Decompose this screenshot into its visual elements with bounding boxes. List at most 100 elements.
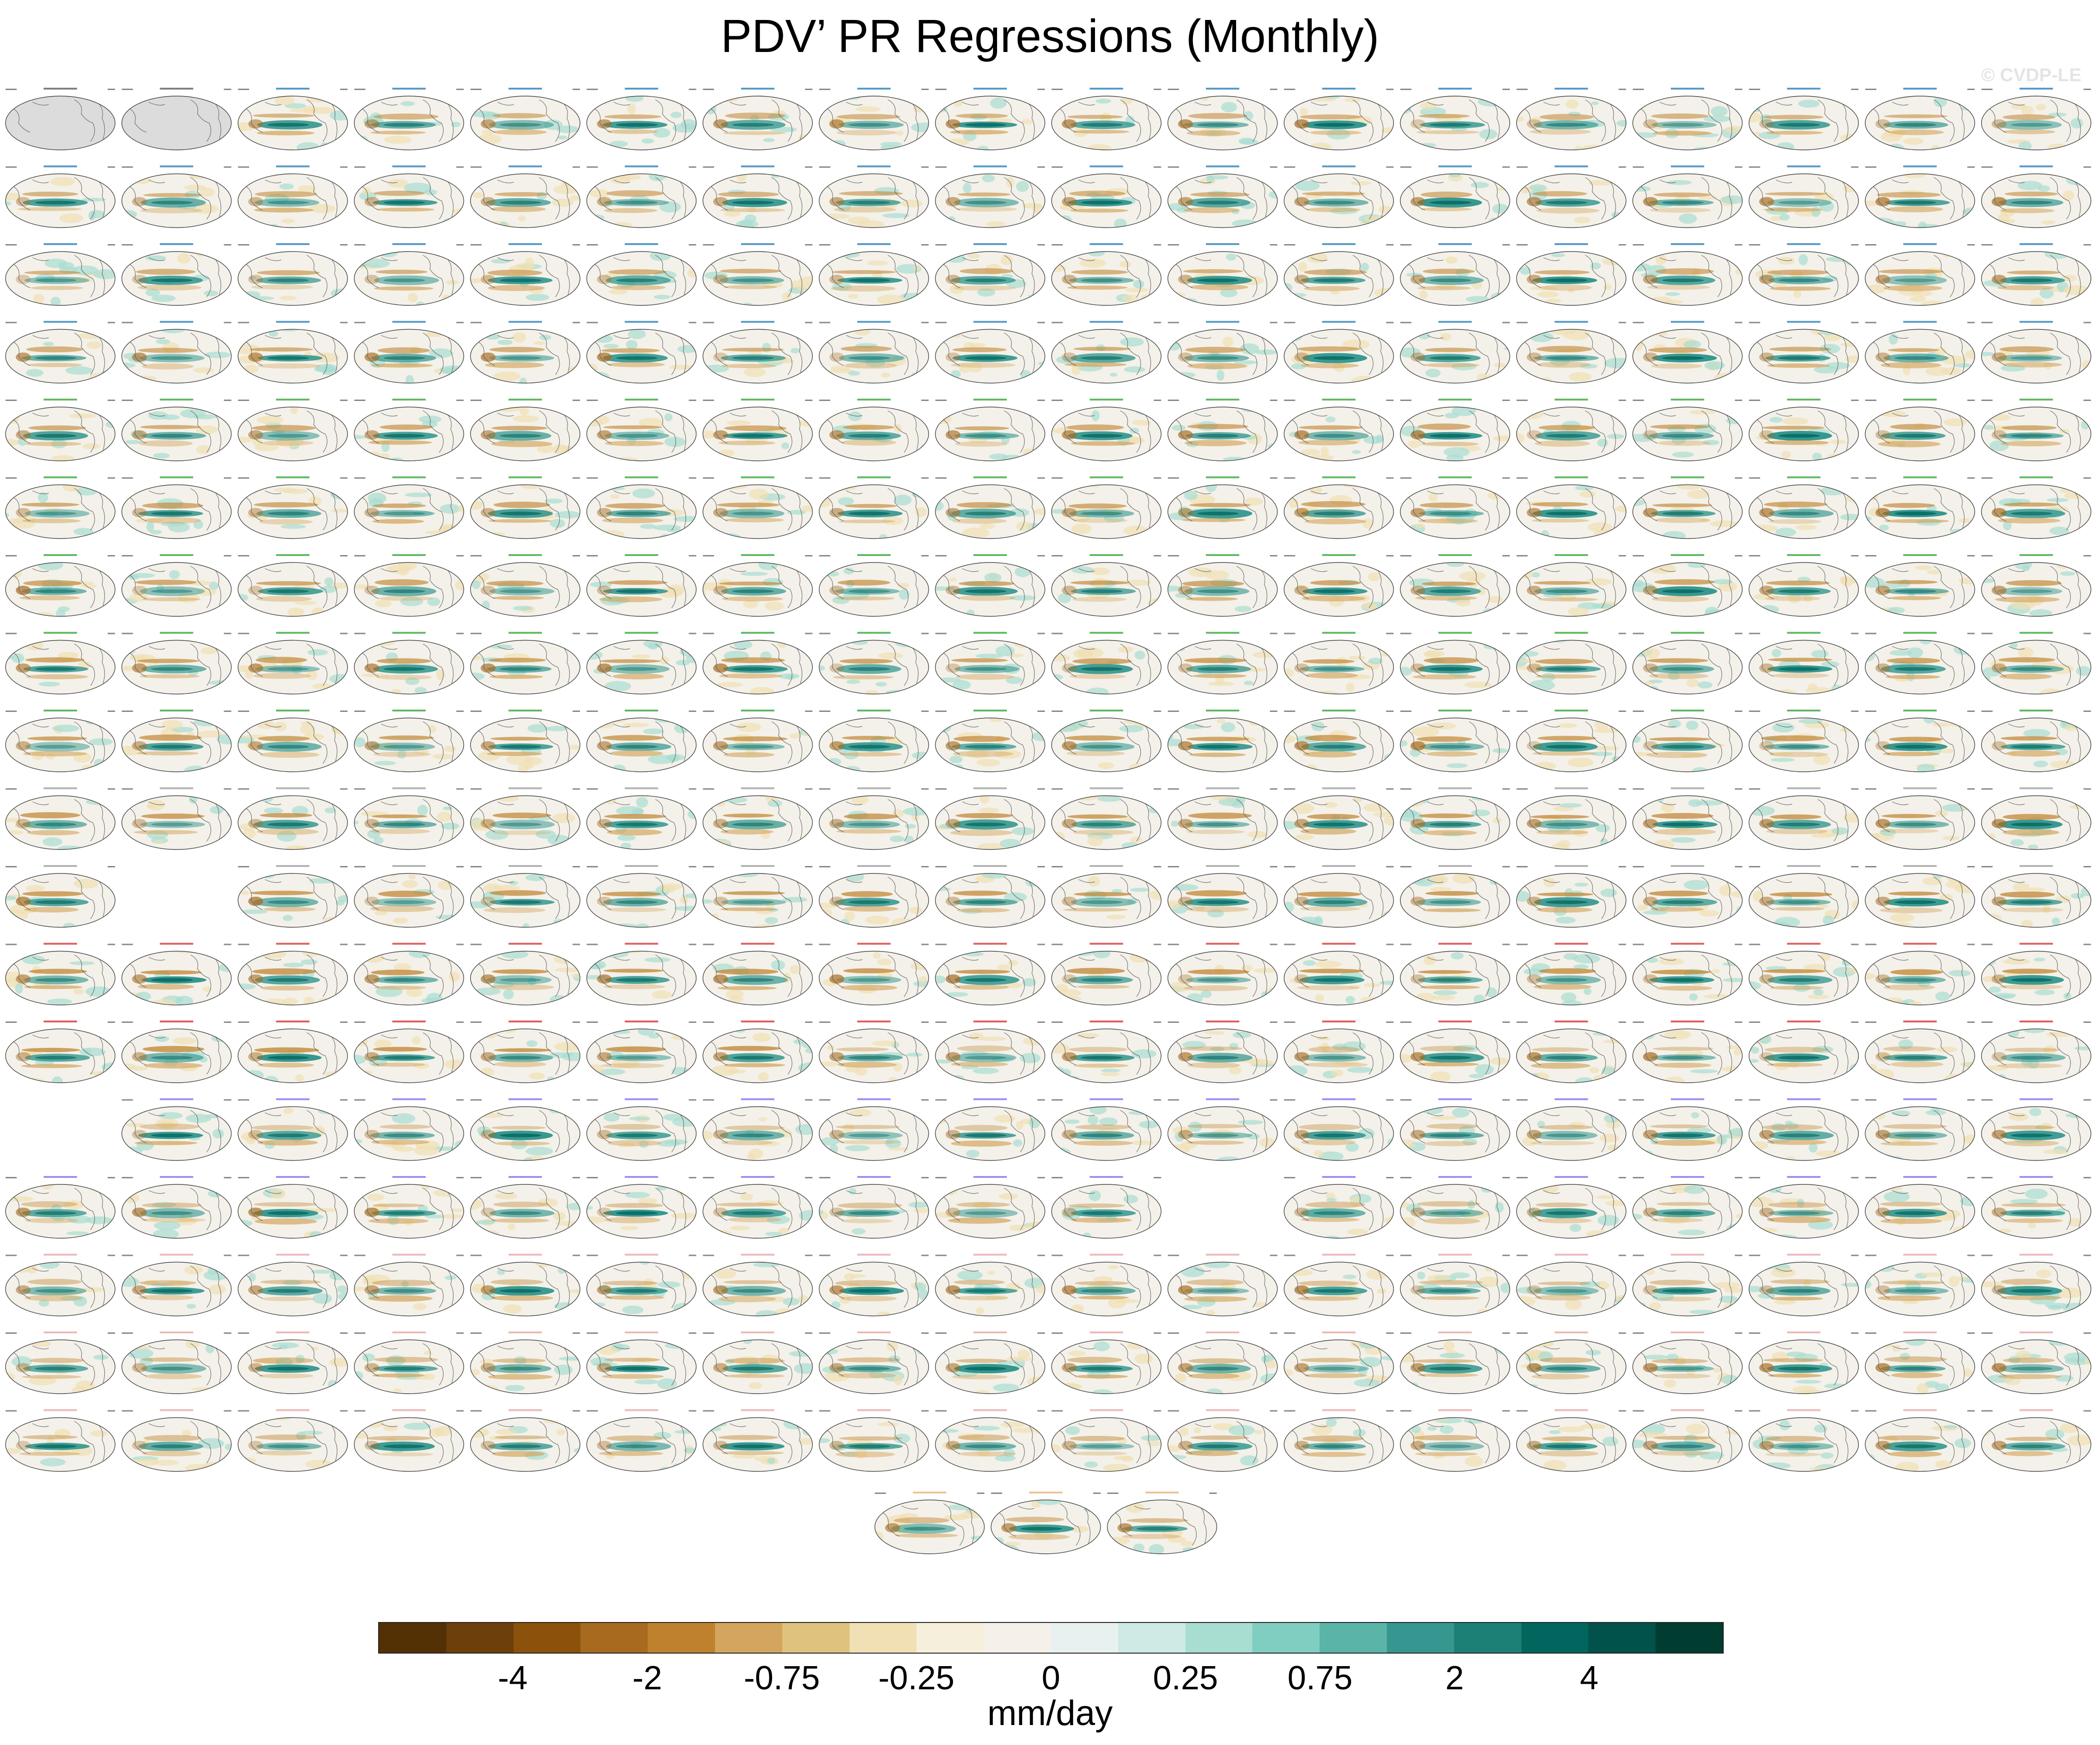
pacific-wet-tongue (370, 510, 435, 517)
map-outline (121, 640, 232, 695)
anomaly-blob (680, 119, 696, 130)
panel-period-label (703, 1021, 714, 1023)
anomaly-blob (1479, 129, 1498, 140)
maritime-dry-patch (248, 119, 263, 129)
coastline (362, 177, 454, 220)
anomaly-blob (1579, 491, 1596, 498)
coastline (1641, 410, 1733, 453)
anomaly-blob (1022, 407, 1045, 412)
anomaly-blob (477, 798, 495, 802)
pacific-wet-core (1430, 356, 1471, 360)
pacific-wet-core (1197, 356, 1239, 360)
anomaly-blob (65, 366, 93, 375)
anomaly-blob (843, 96, 861, 100)
panel-title (1206, 243, 1239, 245)
panel-period-label (122, 400, 133, 401)
anomaly-blob (865, 916, 890, 924)
anomaly-blob (894, 640, 918, 647)
map-panel (1516, 632, 1627, 695)
anomaly-blob (682, 96, 696, 97)
anomaly-blob (704, 271, 728, 280)
anomaly-blob (1430, 874, 1449, 885)
anomaly-blob (374, 911, 388, 916)
pacific-wet-core (732, 822, 774, 827)
dry-band (843, 968, 895, 974)
anomaly-blob (1205, 570, 1229, 580)
anomaly-blob (1285, 1065, 1308, 1077)
anomaly-blob (261, 796, 273, 802)
anomaly-blob (703, 1130, 713, 1140)
panel-title (2019, 321, 2053, 323)
panel-stat-label (573, 166, 580, 168)
anomaly-blob (529, 1073, 545, 1080)
dry-band (1419, 502, 1474, 508)
pacific-wet-core (1081, 356, 1123, 360)
anomaly-blob (470, 536, 482, 539)
pacific-wet-tongue (140, 586, 205, 596)
map-outline (586, 1028, 697, 1083)
anomaly-blob (1633, 297, 1653, 305)
coastline (362, 1032, 454, 1075)
anomaly-blob (900, 200, 923, 207)
maritime-dry-patch (364, 352, 380, 362)
anomaly-blob (703, 589, 706, 597)
map-panel (1167, 787, 1278, 850)
anomaly-blob (2081, 330, 2091, 339)
dry-band (260, 985, 315, 991)
dry-band (1534, 440, 1591, 447)
map-panel (1516, 787, 1627, 850)
dry-band (1768, 658, 1833, 662)
panel-title (857, 1021, 891, 1022)
coastline (1060, 332, 1151, 375)
panel-stat-label (1502, 711, 1510, 712)
coastline (827, 410, 919, 453)
panel-stat-label (340, 89, 348, 90)
anomaly-blob (825, 96, 836, 102)
panel-stat-label (1270, 89, 1277, 90)
anomaly-blob (1124, 366, 1146, 373)
dry-band (380, 424, 433, 430)
map-outline (702, 173, 813, 228)
panel-period-label (122, 166, 133, 168)
dry-band (493, 830, 551, 835)
anomaly-blob (672, 1117, 696, 1127)
panel-period-label (1284, 866, 1295, 867)
anomaly-blob (1689, 410, 1716, 414)
panel-stat-label (1967, 400, 1975, 401)
pacific-wet-core (1081, 589, 1123, 593)
map-outline (935, 173, 1045, 228)
pacific-wet-core (1313, 978, 1355, 982)
pacific-wet-core (616, 356, 658, 360)
anomaly-blob (626, 340, 638, 349)
panel-stat-label (2083, 89, 2091, 90)
coastline (246, 721, 338, 764)
dry-band (487, 285, 545, 291)
panel-stat-label (456, 1021, 464, 1023)
panel-period-label (238, 1021, 249, 1023)
dry-band (257, 270, 320, 276)
map-outline (1051, 950, 1162, 1006)
panel-title (44, 1021, 77, 1022)
panel-title (276, 865, 309, 867)
maritime-dry-patch (1643, 586, 1658, 595)
panel-period-label (1865, 555, 1876, 556)
anomaly-blob (405, 375, 414, 383)
dry-band (258, 363, 322, 369)
anomaly-blob (1430, 1071, 1451, 1082)
anomaly-blob (1981, 795, 1999, 800)
anomaly-blob (1266, 102, 1276, 110)
panel-title (1089, 399, 1123, 401)
coastline (478, 799, 570, 841)
pacific-wet-core (965, 745, 1006, 749)
anomaly-blob (1853, 567, 1859, 575)
coastline (478, 643, 570, 686)
maritime-dry-patch (597, 586, 612, 595)
panel-stat-label (224, 89, 232, 90)
dry-band (1071, 441, 1135, 446)
pacific-wet-core (1662, 589, 1704, 593)
panel-stat-label (224, 1099, 232, 1101)
anomaly-blob (636, 797, 648, 808)
map-panel (935, 1021, 1045, 1083)
dry-band (1768, 519, 1822, 524)
map-outline (1283, 717, 1394, 772)
